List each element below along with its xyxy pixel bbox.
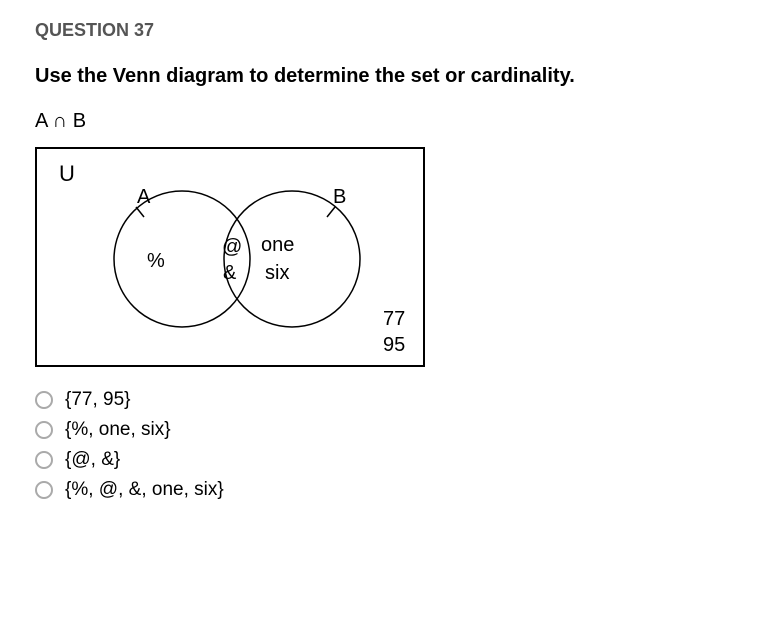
answer-options: {77, 95} {%, one, six} {@, &} {%, @, &, … [35, 389, 749, 501]
option-2[interactable]: {@, &} [35, 449, 749, 471]
outside-element-0: 77 [383, 308, 405, 330]
intersection-element-1: & [223, 262, 237, 284]
option-0-label: {77, 95} [65, 389, 131, 411]
radio-icon [35, 481, 53, 499]
circle-a-label: A [137, 186, 151, 208]
option-0[interactable]: {77, 95} [35, 389, 749, 411]
circle-b-label: B [333, 186, 346, 208]
circle-a [114, 191, 250, 327]
circle-b-tick [327, 207, 335, 217]
question-instruction: Use the Venn diagram to determine the se… [35, 65, 749, 88]
radio-icon [35, 421, 53, 439]
circle-a-tick [136, 207, 144, 217]
option-1-label: {%, one, six} [65, 419, 171, 441]
set-expression: A ∩ B [35, 110, 749, 133]
intersection-element-0: @ [222, 236, 242, 258]
b-only-element-1: six [265, 262, 289, 284]
venn-diagram: U A B % @ & one six 77 95 [35, 147, 425, 367]
radio-icon [35, 451, 53, 469]
option-3[interactable]: {%, @, &, one, six} [35, 479, 749, 501]
option-3-label: {%, @, &, one, six} [65, 479, 224, 501]
option-1[interactable]: {%, one, six} [35, 419, 749, 441]
venn-svg: U A B % @ & one six 77 95 [37, 149, 427, 369]
option-2-label: {@, &} [65, 449, 120, 471]
b-only-element-0: one [261, 234, 294, 256]
universal-set-label: U [59, 161, 75, 186]
question-number: QUESTION 37 [35, 20, 749, 41]
a-only-element-0: % [147, 250, 165, 272]
radio-icon [35, 391, 53, 409]
circle-b [224, 191, 360, 327]
outside-element-1: 95 [383, 334, 405, 356]
